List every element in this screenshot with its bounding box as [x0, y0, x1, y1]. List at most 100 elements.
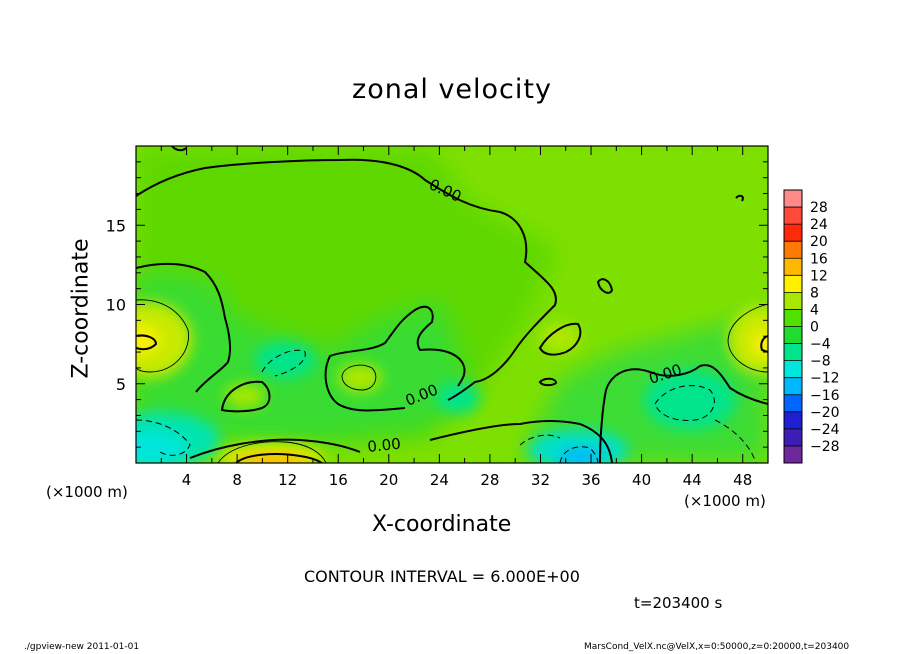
x-tick-label: 16	[329, 471, 348, 489]
high-contour-bottom	[235, 453, 323, 463]
negative-contours	[136, 349, 757, 463]
colorbar-label: −28	[810, 439, 840, 455]
colorbar-label: −12	[810, 371, 840, 387]
colorbar-swatch	[784, 224, 802, 242]
high-contour-right	[760, 335, 768, 353]
pos-contour-left	[136, 299, 190, 373]
zero-contour-top	[136, 158, 557, 401]
x-tick-label: 40	[632, 471, 651, 489]
low-bottom-left-core	[136, 432, 186, 463]
x-axis: 4 8 12 16 20 24 28 32 36 40 44 48	[160, 146, 752, 489]
low-center	[436, 382, 480, 414]
x-tick-label: 48	[733, 471, 752, 489]
colorbar-label: −24	[810, 422, 840, 438]
low-right	[644, 370, 736, 430]
x-tick-label: 24	[430, 471, 449, 489]
colorbar-swatch	[784, 445, 802, 464]
colorbar-swatch	[784, 275, 802, 293]
field-layer: 0.00 0.00 0.00 0.00	[136, 146, 768, 463]
colorbar-swatch	[784, 428, 802, 447]
colorbar-label: 12	[810, 268, 828, 284]
colorbar-label: −20	[810, 405, 840, 421]
zero-contour-right-small	[735, 194, 744, 202]
colorbar-label: 28	[810, 200, 828, 216]
zero-contours	[136, 146, 768, 463]
y-axis: 5 10 15	[106, 161, 768, 448]
x-tick-label: 28	[480, 471, 499, 489]
high-contours	[136, 334, 768, 463]
colorbar-swatch	[784, 207, 802, 225]
x-tick-label: 12	[278, 471, 297, 489]
colorbar-label: 20	[810, 234, 828, 250]
colorbar-swatch	[784, 326, 802, 345]
colorbar-swatch	[784, 258, 802, 276]
zero-contour-small-ring	[220, 380, 271, 413]
colorbar-swatch	[784, 241, 802, 259]
colorbar-label: 4	[810, 302, 819, 318]
high-small-right	[540, 324, 580, 352]
pos-contour-right	[727, 303, 768, 373]
x-axis-label: X-coordinate	[372, 512, 512, 537]
y-tick-label: 10	[106, 296, 126, 315]
x-tick-label: 4	[182, 471, 192, 489]
neg-contour-right-2	[714, 419, 757, 463]
colorbar-label: 8	[810, 285, 819, 301]
contour-interval-text: CONTOUR INTERVAL = 6.000E+00	[304, 567, 580, 586]
time-label: t=203400 s	[634, 594, 723, 612]
high-right	[728, 306, 768, 374]
x-tick-label: 8	[232, 471, 242, 489]
zero-contour-right	[599, 364, 768, 463]
colorbar-label: 16	[810, 251, 828, 267]
high-left	[136, 302, 192, 378]
neg-contour-left	[261, 349, 306, 377]
zero-contour-left-lobe	[136, 262, 232, 393]
y-tick-label: 15	[106, 216, 126, 235]
x-tick-label: 44	[683, 471, 702, 489]
zero-contour-top-left-edge	[171, 146, 187, 152]
pos-contour-center	[341, 364, 377, 391]
positive-contours	[136, 299, 768, 463]
low-left-mid	[255, 342, 315, 378]
x-tick-label: 36	[581, 471, 600, 489]
x-tick-label: 32	[531, 471, 550, 489]
high-bottom-core	[236, 455, 308, 463]
y-tick-label: 5	[116, 375, 126, 394]
zero-contour-bottom	[189, 438, 361, 459]
colorbar-swatch	[784, 292, 802, 310]
high-mid-lower	[225, 384, 265, 408]
colorbar-swatch	[784, 377, 802, 396]
high-center	[338, 364, 382, 392]
colorbar-swatch	[784, 309, 802, 327]
colorbar-swatch	[784, 343, 802, 362]
colorbar-label: −8	[810, 354, 831, 370]
colorbar-swatch	[784, 411, 802, 430]
zero-contour-blob-right	[538, 322, 582, 356]
zero-contour-center-blob	[324, 305, 466, 412]
colorbar-label: 24	[810, 217, 828, 233]
x-unit-label-left: (×1000 m)	[46, 483, 128, 501]
colorbar-swatch	[784, 360, 802, 379]
colorbar-label: −16	[810, 388, 840, 404]
neg-contour-bottom-center	[519, 434, 561, 446]
footer-right: MarsCond_VelX.nc@VelX,x=0:50000,z=0:2000…	[584, 642, 850, 652]
colorbar-label: 0	[810, 320, 819, 336]
x-tick-label: 20	[379, 471, 398, 489]
y-axis-label: Z-coordinate	[68, 238, 94, 379]
colorbar-swatch	[784, 190, 802, 208]
zero-contour-tiny-2	[596, 278, 614, 294]
x-unit-label-right: (×1000 m)	[684, 492, 766, 510]
footer-left: ./gpview-new 2011-01-01	[24, 642, 140, 652]
chart-title: zonal velocity	[352, 74, 552, 105]
colorbar-swatch	[784, 394, 802, 413]
neg-contour-bottom	[559, 446, 599, 463]
high-contour-left	[136, 334, 158, 351]
high-right-core	[752, 331, 768, 355]
neg-contour-bottom-left	[136, 419, 191, 456]
contour-label: 0.00	[367, 435, 402, 456]
zero-contour-tiny	[538, 377, 558, 387]
pos-contour-bottom	[217, 441, 327, 463]
colorbar-label: −4	[810, 337, 831, 353]
